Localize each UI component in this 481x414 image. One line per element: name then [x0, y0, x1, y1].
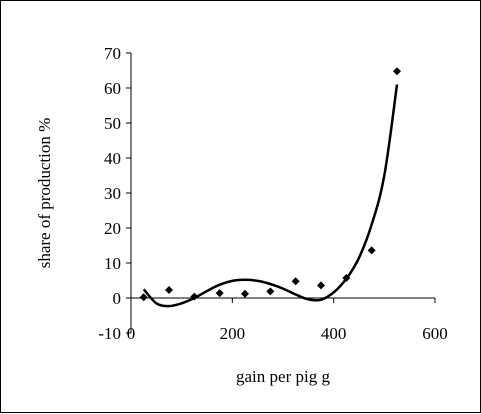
y-tick-label: 20 — [104, 219, 121, 238]
y-tick-label: 40 — [104, 149, 121, 168]
data-point — [393, 67, 401, 76]
data-point — [139, 293, 148, 302]
data-point — [215, 289, 224, 298]
data-point — [266, 287, 275, 296]
data-point — [241, 289, 249, 298]
trendline — [142, 84, 399, 308]
y-tick-label: 0 — [113, 289, 122, 308]
y-tick-label: 50 — [104, 114, 121, 133]
y-tick-label: 70 — [104, 44, 121, 63]
y-tick-label: 10 — [104, 254, 121, 273]
data-point — [165, 285, 173, 294]
y-tick-label: 60 — [104, 79, 121, 98]
x-tick-label: 400 — [321, 324, 347, 343]
y-axis-title: share of production % — [35, 118, 54, 269]
data-point — [367, 246, 376, 255]
data-point — [190, 292, 199, 301]
points-layer — [139, 67, 401, 302]
data-point — [317, 281, 325, 290]
trendline-layer — [142, 84, 399, 308]
data-point — [291, 277, 300, 286]
data-point — [342, 274, 351, 283]
x-axis-title: gain per pig g — [236, 367, 330, 386]
y-tick-label: -10 — [98, 324, 121, 343]
x-tick-label: 200 — [220, 324, 246, 343]
x-tick-label: 600 — [422, 324, 448, 343]
y-tick-label: 30 — [104, 184, 121, 203]
y-axis: -10 0 10 20 30 40 50 60 70 — [98, 44, 132, 343]
